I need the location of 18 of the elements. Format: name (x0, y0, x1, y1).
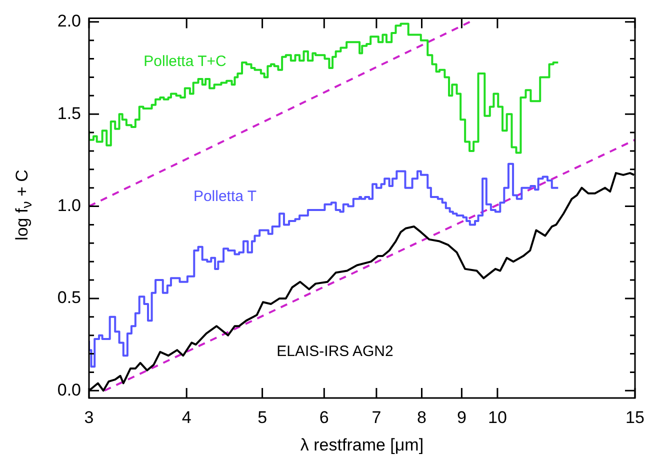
y-tick-label: 1.5 (57, 104, 81, 123)
x-tick-label: 4 (182, 408, 192, 427)
y-tick-label: 0.0 (57, 380, 81, 400)
x-tick-label: 15 (626, 408, 644, 427)
x-axis-title: λ restframe [μm] (300, 435, 424, 454)
y-tick-label: 2.0 (57, 12, 81, 31)
series-label: Polletta T (193, 188, 257, 206)
x-tick-label: 9 (456, 408, 466, 427)
x-tick-label: 8 (417, 408, 426, 427)
x-tick-label: 7 (372, 408, 382, 427)
y-tick-label: 1.0 (57, 196, 81, 215)
x-tick-label: 5 (258, 408, 268, 427)
series-label: Polletta T+C (144, 53, 227, 70)
x-tick-label: 3 (84, 408, 94, 427)
x-tick-label: 10 (488, 408, 507, 427)
x-tick-label: 6 (319, 408, 329, 427)
text: ELAIS-IRS AGN2 (276, 343, 394, 360)
y-tick-label: 0.5 (57, 288, 81, 308)
